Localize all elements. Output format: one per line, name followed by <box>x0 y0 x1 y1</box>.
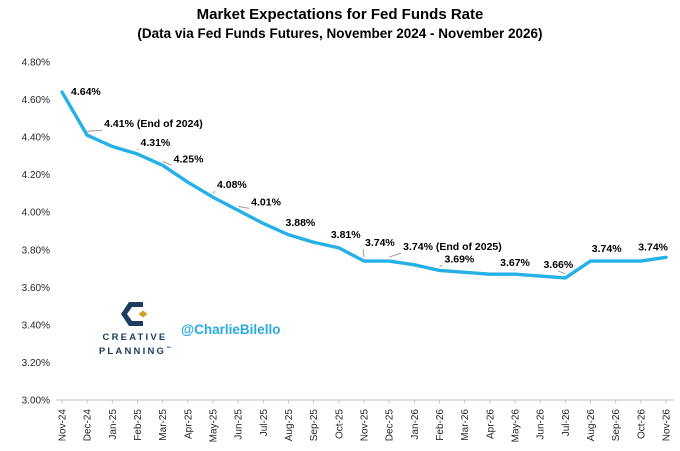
y-axis-tick-label: 3.60% <box>22 283 50 294</box>
leader-line <box>362 248 365 258</box>
x-axis-tick-label: Sep-25 <box>309 409 320 442</box>
data-label: 3.69% <box>445 253 475 265</box>
data-label: 4.08% <box>217 179 247 191</box>
x-axis-tick-label: Apr-25 <box>183 409 194 439</box>
y-axis-tick-label: 3.20% <box>22 358 50 369</box>
x-axis-tick-label: Jan-26 <box>410 409 421 440</box>
x-axis-tick-label: Feb-26 <box>435 409 446 441</box>
y-axis-tick-label: 4.40% <box>22 133 50 144</box>
x-axis-tick-label: Dec-25 <box>385 409 396 442</box>
x-axis-tick-label: Oct-25 <box>334 409 345 439</box>
leader-line <box>238 205 250 209</box>
data-label: 3.67% <box>500 257 530 269</box>
data-label: 4.64% <box>71 86 101 98</box>
y-axis-tick-label: 4.80% <box>22 58 50 69</box>
y-axis-tick-label: 4.60% <box>22 95 50 106</box>
data-label: 4.25% <box>174 153 204 165</box>
data-label: 3.74% <box>365 237 395 249</box>
cp-logo-wordmark-line2: PLANNING™ <box>98 345 172 357</box>
x-axis-tick-label: Nov-24 <box>58 409 69 442</box>
x-axis-tick-label: Nov-25 <box>360 409 371 442</box>
page-subtitle: (Data via Fed Funds Futures, November 20… <box>137 26 543 41</box>
x-axis-tick-label: Apr-26 <box>485 409 496 439</box>
x-axis-tick-label: Dec-24 <box>83 409 94 442</box>
y-axis-tick-label: 4.20% <box>22 170 50 181</box>
y-axis-tick-label: 3.40% <box>22 320 50 331</box>
leader-line <box>212 190 216 194</box>
x-axis-tick-label: Jul-26 <box>561 409 572 437</box>
trademark-symbol: ™ <box>166 345 172 352</box>
data-label: 4.31% <box>141 137 171 149</box>
series-line <box>60 90 668 280</box>
data-label: 3.81% <box>331 229 361 241</box>
twitter-handle: @CharlieBilello <box>181 322 281 337</box>
y-axis-tick-label: 3.00% <box>22 396 50 407</box>
data-label: 4.01% <box>251 196 281 208</box>
x-axis-tick-label: Jun-26 <box>536 409 547 440</box>
leader-line <box>137 148 139 151</box>
leader-line <box>162 160 172 166</box>
leader-line <box>558 270 566 275</box>
x-axis-tick-label: Jul-25 <box>259 409 270 437</box>
data-label: 3.74% <box>638 241 668 253</box>
x-axis-tick-label: Aug-25 <box>284 409 295 442</box>
x-axis-tick-label: Aug-26 <box>586 409 597 442</box>
cp-logo-mark-icon <box>121 302 148 326</box>
x-axis-tick-label: Mar-25 <box>158 409 169 441</box>
x-axis-tick-label: Mar-26 <box>460 409 471 441</box>
page-title: Market Expectations for Fed Funds Rate <box>196 6 484 23</box>
y-axis-tick-label: 3.80% <box>22 245 50 256</box>
x-axis-tick-label: Oct-26 <box>636 409 647 439</box>
creative-planning-logo: CREATIVE PLANNING™ <box>84 301 186 359</box>
cp-logo-wordmark-line1: CREATIVE <box>102 332 168 343</box>
x-axis-tick-label: Nov-26 <box>662 409 673 442</box>
data-label: 3.74% (End of 2025) <box>403 241 502 253</box>
leader-line <box>87 129 103 132</box>
x-axis-tick-label: Jun-25 <box>234 409 245 440</box>
x-axis-tick-label: Feb-25 <box>133 409 144 441</box>
leader-line <box>439 264 443 267</box>
x-axis-tick-label: May-26 <box>511 409 522 443</box>
data-label: 3.88% <box>286 217 316 229</box>
data-label: 3.66% <box>543 259 573 271</box>
x-axis-tick-label: Sep-26 <box>611 409 622 442</box>
data-label: 4.41% (End of 2024) <box>104 118 203 130</box>
x-axis-tick-label: May-25 <box>209 409 220 443</box>
data-label: 3.74% <box>592 243 622 255</box>
y-axis-tick-label: 4.00% <box>22 208 50 219</box>
x-axis-tick-label: Jan-25 <box>108 409 119 440</box>
leader-line <box>389 252 402 258</box>
